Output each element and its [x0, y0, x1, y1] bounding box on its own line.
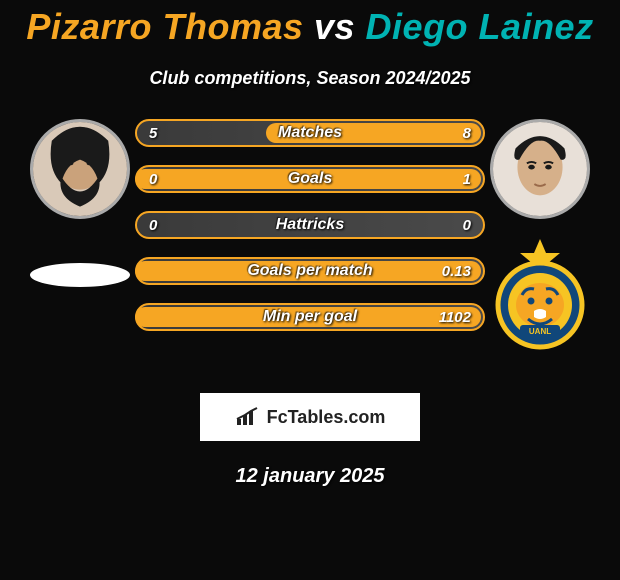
player-right-club-badge: UANL: [490, 233, 590, 353]
player-left-avatar: [30, 119, 130, 219]
stat-value-right: 1102: [439, 309, 471, 326]
stat-row-min-per-goal: Min per goal 1102: [135, 303, 485, 331]
stat-value-right: 0: [463, 217, 471, 234]
stat-value-left: 0: [149, 171, 157, 188]
chart-icon: [235, 407, 261, 427]
stat-label: Matches: [278, 124, 342, 142]
tigres-badge-icon: UANL: [490, 233, 590, 353]
subtitle: Club competitions, Season 2024/2025: [0, 68, 620, 89]
player-left-column: [25, 119, 135, 287]
stat-value-right: 1: [463, 171, 471, 188]
stat-label: Goals per match: [247, 262, 372, 280]
stat-row-goals-per-match: Goals per match 0.13: [135, 257, 485, 285]
player-right-column: UANL: [485, 119, 595, 353]
player-left-club-badge: [30, 263, 130, 287]
site-logo-text: FcTables.com: [267, 407, 386, 428]
stat-row-hattricks: 0 Hattricks 0: [135, 211, 485, 239]
date-label: 12 january 2025: [0, 465, 620, 488]
stat-row-goals: 0 Goals 1: [135, 165, 485, 193]
avatar-left-icon: [33, 122, 127, 216]
stat-value-right: 0.13: [442, 263, 471, 280]
comparison-panel: 5 Matches 8 0 Goals 1 0 Hattricks 0 Goals per mat…: [0, 119, 620, 353]
player-right-avatar: [490, 119, 590, 219]
site-logo[interactable]: FcTables.com: [200, 393, 420, 441]
page-title: Pizarro Thomas vs Diego Lainez: [0, 0, 620, 48]
stat-value-right: 8: [463, 125, 471, 142]
stat-value-left: 5: [149, 125, 157, 142]
stat-label: Hattricks: [276, 216, 344, 234]
svg-text:UANL: UANL: [529, 327, 551, 336]
stat-value-left: 0: [149, 217, 157, 234]
stats-list: 5 Matches 8 0 Goals 1 0 Hattricks 0 Goals per mat…: [135, 119, 485, 331]
stat-label: Min per goal: [263, 308, 357, 326]
avatar-right-icon: [493, 122, 587, 216]
stat-row-matches: 5 Matches 8: [135, 119, 485, 147]
stat-label: Goals: [288, 170, 332, 188]
